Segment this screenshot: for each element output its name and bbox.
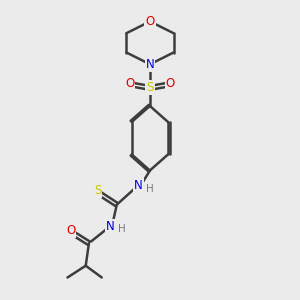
Text: N: N [134, 179, 142, 192]
Text: H: H [118, 224, 125, 234]
Text: O: O [146, 15, 154, 28]
Text: H: H [146, 184, 154, 194]
Text: O: O [166, 77, 175, 90]
Text: S: S [146, 81, 154, 94]
Text: N: N [106, 220, 115, 232]
Text: N: N [146, 58, 154, 71]
Text: S: S [94, 184, 101, 197]
Text: O: O [125, 77, 134, 90]
Text: O: O [66, 224, 75, 237]
